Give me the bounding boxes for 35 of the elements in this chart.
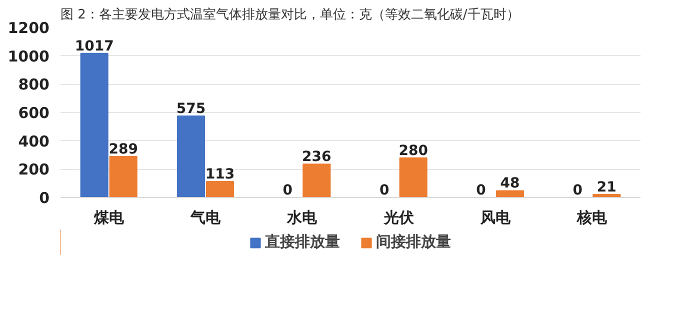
x-tick-label: 煤电 bbox=[92, 208, 125, 226]
bar bbox=[80, 52, 108, 198]
y-tick-label: 200 bbox=[18, 160, 50, 179]
bar bbox=[109, 156, 138, 198]
y-tick-label: 800 bbox=[18, 76, 50, 94]
data-label: 575 bbox=[176, 101, 206, 118]
data-label: 21 bbox=[596, 180, 616, 196]
data-label: 1017 bbox=[74, 38, 114, 54]
x-tick-label: 气电 bbox=[190, 208, 222, 226]
y-tick-label: 1000 bbox=[8, 47, 50, 66]
x-tick-label: 水电 bbox=[286, 208, 318, 226]
data-label: 0 bbox=[379, 182, 390, 198]
y-tick-label: 600 bbox=[18, 104, 50, 122]
chart-title: 图 2：各主要发电方式温室气体排放量对比，单位：克（等效二氧化碳/千瓦时） bbox=[60, 6, 520, 22]
data-label: 289 bbox=[108, 142, 138, 158]
data-label: 280 bbox=[398, 142, 428, 159]
bar bbox=[176, 116, 206, 198]
legend-label: 直接排放量 bbox=[265, 232, 340, 252]
legend-label: 间接排放量 bbox=[376, 232, 451, 252]
data-label: 0 bbox=[476, 182, 486, 198]
x-tick-label: 核电 bbox=[576, 208, 608, 226]
data-label: 48 bbox=[500, 176, 520, 192]
y-tick-label: 1200 bbox=[8, 19, 50, 37]
bar bbox=[302, 164, 331, 198]
x-tick-label: 光伏 bbox=[382, 208, 415, 226]
data-label: 0 bbox=[572, 182, 583, 198]
bar bbox=[206, 180, 234, 198]
bar bbox=[399, 157, 428, 198]
y-tick-label: 0 bbox=[39, 189, 50, 207]
data-label: 113 bbox=[205, 166, 235, 182]
x-tick-label: 风电 bbox=[480, 208, 512, 226]
bar bbox=[496, 190, 524, 198]
data-label: 236 bbox=[302, 149, 332, 166]
data-label: 0 bbox=[282, 182, 293, 198]
y-tick-label: 400 bbox=[18, 132, 50, 150]
